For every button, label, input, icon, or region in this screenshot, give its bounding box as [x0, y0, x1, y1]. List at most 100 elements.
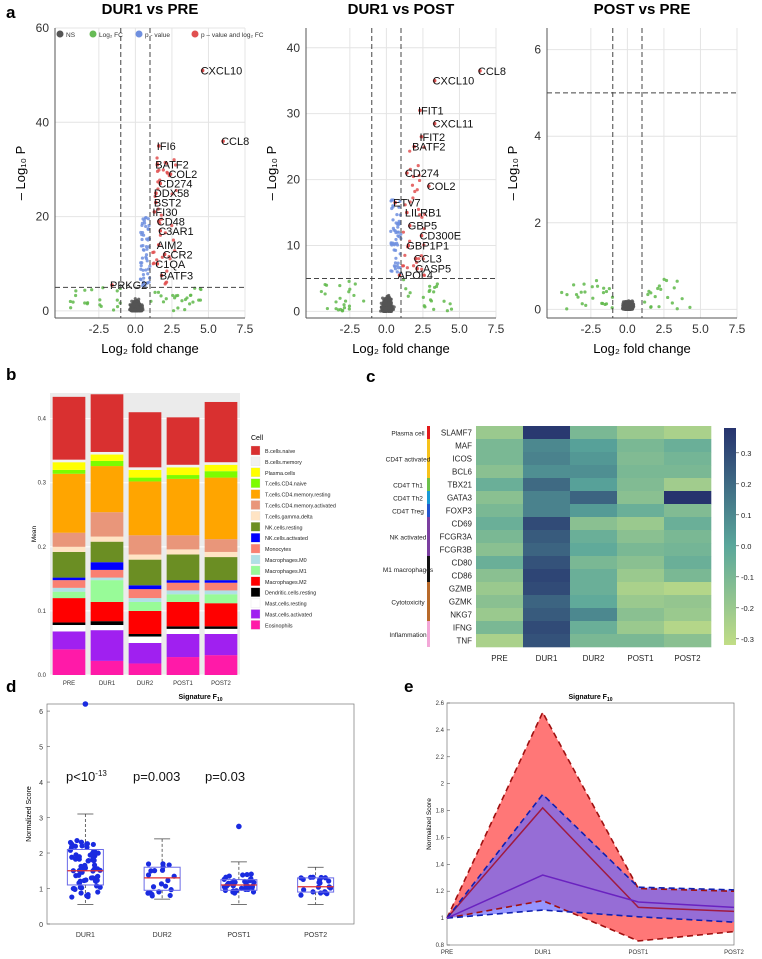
data-point	[170, 192, 174, 196]
data-point	[165, 161, 169, 166]
x-tick-label: POST1	[227, 932, 250, 939]
labeled-point	[158, 228, 163, 233]
band-lower-edge	[446, 909, 735, 923]
x-tick-label: POST2	[304, 932, 327, 939]
legend-swatch	[250, 533, 261, 543]
group-label: CD4T activated	[386, 457, 431, 464]
legend-swatch	[250, 489, 261, 499]
x-tick-label: DUR2	[137, 681, 154, 687]
data-point	[340, 309, 344, 313]
data-point	[408, 167, 412, 171]
row-label: NKG7	[450, 611, 472, 620]
legend-label: p - value	[145, 32, 170, 39]
data-point	[171, 309, 176, 313]
data-point	[244, 871, 250, 878]
data-point	[158, 233, 163, 237]
bar-segment	[90, 451, 124, 455]
y-tick-label: 2.4	[436, 728, 445, 734]
heatmap-cell	[617, 478, 665, 492]
y-axis-label: Normalized Score	[26, 786, 33, 842]
data-point	[83, 877, 89, 883]
data-point	[420, 267, 424, 271]
data-point	[317, 877, 323, 883]
gene-label: BATF2	[155, 160, 188, 172]
data-point	[657, 284, 661, 288]
legend-swatch	[250, 587, 261, 597]
title-subscript: 10	[217, 697, 223, 703]
group-color-bar	[427, 582, 430, 621]
bar-segment	[128, 589, 162, 599]
bar-segment	[90, 621, 124, 626]
data-point	[594, 279, 599, 283]
p-value-annotation: p=0.003	[133, 769, 180, 784]
data-point	[140, 256, 145, 260]
bar-segment	[166, 467, 200, 476]
labeled-point	[406, 243, 411, 248]
x-tick-label: 2.5	[415, 322, 432, 336]
data-point	[422, 273, 426, 277]
legend-label: Macrophages.M1	[265, 569, 307, 575]
y-tick-label: 0.4	[38, 417, 47, 423]
data-point	[165, 877, 171, 884]
bar-segment	[52, 625, 86, 632]
heatmap-cell	[570, 621, 618, 635]
data-point	[111, 308, 116, 312]
data-point	[396, 261, 400, 265]
heatmap-cell	[523, 569, 571, 583]
x-tick-label: 2.5	[656, 322, 673, 336]
bar-segment	[204, 626, 238, 629]
data-point	[572, 283, 576, 287]
bar-segment	[204, 594, 238, 604]
data-point	[240, 872, 246, 878]
bar-segment	[204, 557, 238, 581]
bar-segment	[52, 649, 86, 675]
legend-label: T.cells.gamma.delta	[265, 514, 313, 520]
data-point	[434, 284, 439, 289]
data-point	[395, 270, 399, 274]
heatmap-cell	[523, 621, 571, 635]
data-point	[334, 307, 338, 311]
data-point	[584, 303, 588, 307]
legend-marker	[191, 30, 199, 38]
data-point	[590, 285, 594, 289]
labeled-point	[154, 200, 158, 205]
heatmap-cell	[664, 465, 712, 479]
data-point	[143, 216, 148, 220]
heatmap-cell	[664, 569, 712, 583]
colorbar	[724, 428, 736, 645]
y-tick-label: 1.6	[436, 835, 445, 841]
labeled-point	[221, 139, 225, 143]
heatmap-cell	[664, 426, 712, 440]
data-point	[191, 300, 195, 304]
bar-segment	[204, 464, 238, 472]
title-subscript: 10	[607, 697, 613, 703]
data-point	[143, 221, 147, 225]
labeled-point	[162, 252, 167, 257]
data-point	[74, 289, 78, 293]
data-point	[422, 145, 426, 149]
data-point	[165, 171, 170, 175]
heatmap-cell	[570, 491, 618, 505]
data-point	[623, 300, 627, 304]
heatmap-cell	[664, 439, 712, 453]
data-point	[666, 295, 670, 300]
heatmap-cell	[476, 504, 524, 518]
mean-line	[446, 806, 735, 919]
band-upper-edge	[446, 710, 735, 919]
data-point	[115, 298, 119, 302]
legend-swatch	[250, 576, 261, 586]
x-tick-label: 2.5	[164, 322, 181, 336]
y-tick-label: 1	[39, 887, 43, 894]
data-point	[610, 295, 615, 299]
data-point	[600, 301, 604, 305]
data-point	[171, 238, 176, 242]
data-point	[72, 856, 79, 862]
data-point	[85, 894, 91, 900]
gene-label: CCL8	[478, 66, 506, 78]
data-point	[139, 230, 143, 235]
gene-label: C1QA	[155, 259, 186, 271]
bar-segment	[128, 642, 162, 664]
heatmap-cell	[523, 634, 571, 648]
x-tick-label: POST2	[211, 681, 231, 687]
